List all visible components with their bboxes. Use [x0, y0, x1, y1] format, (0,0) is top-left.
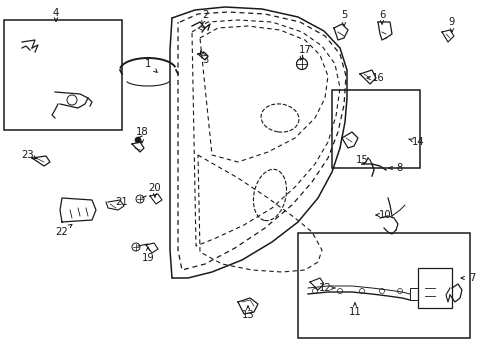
Text: 17: 17 — [298, 45, 311, 55]
Bar — [4, 20, 122, 130]
Text: 22: 22 — [56, 227, 68, 237]
Circle shape — [135, 137, 141, 143]
Bar — [409, 288, 417, 300]
Text: 6: 6 — [378, 10, 385, 20]
Text: 8: 8 — [396, 163, 402, 173]
Text: 23: 23 — [21, 150, 34, 160]
Text: 11: 11 — [348, 307, 361, 317]
Text: 15: 15 — [355, 155, 367, 165]
Text: 3: 3 — [202, 55, 208, 65]
Bar — [417, 268, 451, 308]
Text: 16: 16 — [371, 73, 384, 83]
Text: 12: 12 — [318, 283, 331, 293]
Text: 5: 5 — [340, 10, 346, 20]
Text: 10: 10 — [378, 210, 390, 220]
Text: 14: 14 — [411, 137, 424, 147]
Text: 9: 9 — [448, 17, 454, 27]
Bar — [297, 233, 469, 338]
Text: 2: 2 — [202, 10, 208, 20]
Text: 21: 21 — [115, 197, 128, 207]
Text: 7: 7 — [468, 273, 474, 283]
Text: 20: 20 — [148, 183, 161, 193]
Text: 13: 13 — [241, 310, 254, 320]
Text: 19: 19 — [142, 253, 154, 263]
Bar — [331, 90, 419, 168]
Text: 4: 4 — [53, 8, 59, 18]
Text: 18: 18 — [135, 127, 148, 137]
Text: 1: 1 — [144, 59, 151, 69]
